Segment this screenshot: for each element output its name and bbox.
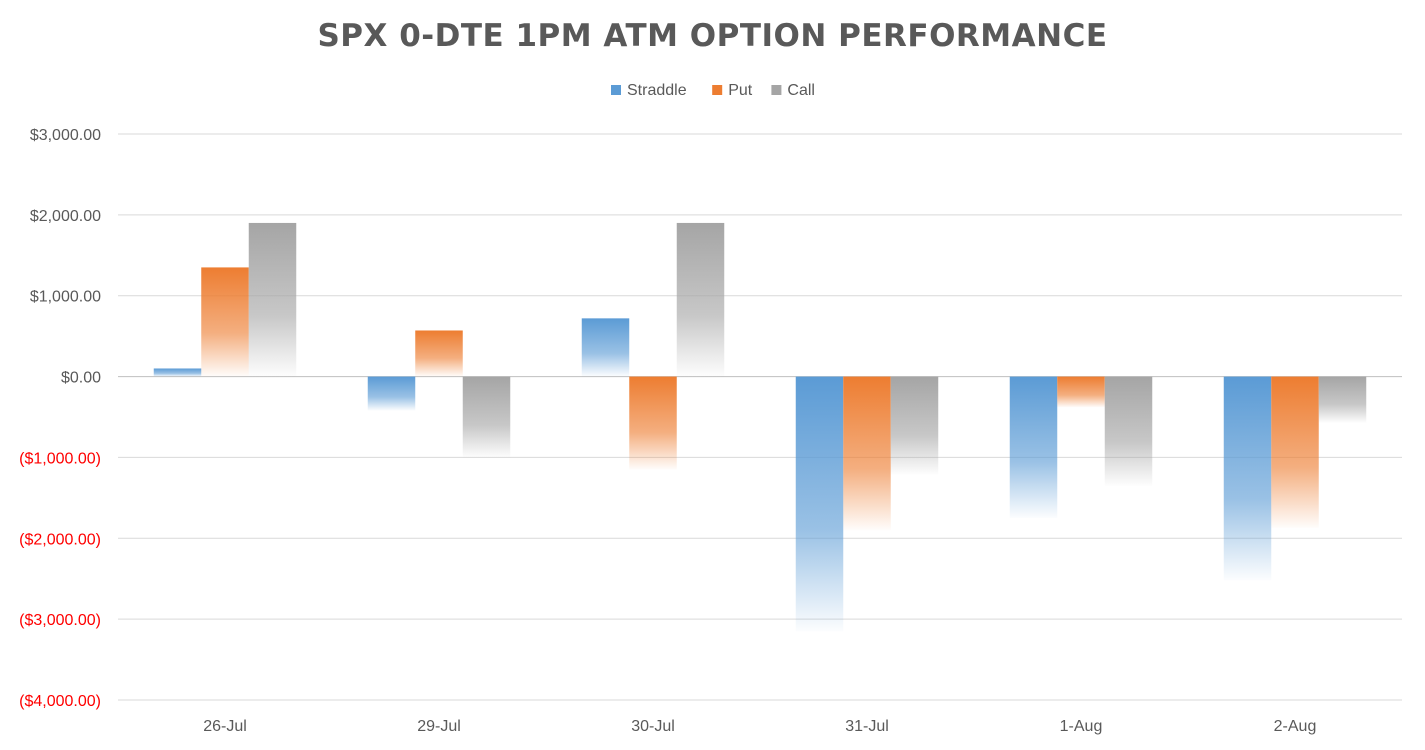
bar-straddle-26-jul [153, 368, 202, 377]
y-tick-label: ($2,000.00) [19, 531, 101, 548]
y-tick-label: $3,000.00 [30, 127, 101, 144]
x-tick-label: 26-Jul [203, 718, 247, 735]
y-tick-label: ($4,000.00) [19, 693, 101, 710]
x-tick-label: 31-Jul [845, 718, 889, 735]
legend-swatch-put [712, 85, 723, 95]
bar-put-31-jul [843, 376, 891, 531]
x-tick-label: 1-Aug [1060, 718, 1103, 735]
bar-straddle-30-jul [581, 318, 630, 377]
x-tick-label: 2-Aug [1274, 718, 1317, 735]
legend-swatch-call [771, 85, 782, 95]
legend-label-put: Put [728, 82, 753, 99]
bar-call-30-jul [676, 222, 725, 377]
bar-call-1-aug [1104, 376, 1153, 486]
legend-label-call: Call [787, 82, 815, 99]
bar-put-1-aug [1057, 376, 1105, 408]
bar-straddle-29-jul [367, 376, 416, 411]
chart-title: SPX 0-DTE 1PM ATM OPTION PERFORMANCE [317, 18, 1108, 54]
y-tick-label: $2,000.00 [30, 208, 101, 225]
bar-call-2-aug [1318, 376, 1367, 423]
bar-put-26-jul [201, 267, 249, 377]
bar-straddle-31-jul [795, 376, 844, 632]
y-tick-label: $0.00 [61, 370, 101, 387]
y-tick-label: ($1,000.00) [19, 450, 101, 467]
bar-put-2-aug [1271, 376, 1319, 528]
bar-straddle-2-aug [1223, 376, 1272, 581]
y-tick-label: $1,000.00 [30, 289, 101, 306]
bar-call-26-jul [248, 222, 297, 377]
bar-put-30-jul [629, 376, 677, 470]
x-tick-label: 29-Jul [417, 718, 461, 735]
legend-label-straddle: Straddle [627, 82, 687, 99]
bar-call-29-jul [462, 376, 511, 458]
bar-call-31-jul [890, 376, 939, 475]
bar-put-29-jul [415, 330, 463, 377]
y-tick-label: ($3,000.00) [19, 612, 101, 629]
legend-swatch-straddle [611, 85, 621, 95]
x-tick-label: 30-Jul [631, 718, 675, 735]
bar-straddle-1-aug [1009, 376, 1058, 519]
